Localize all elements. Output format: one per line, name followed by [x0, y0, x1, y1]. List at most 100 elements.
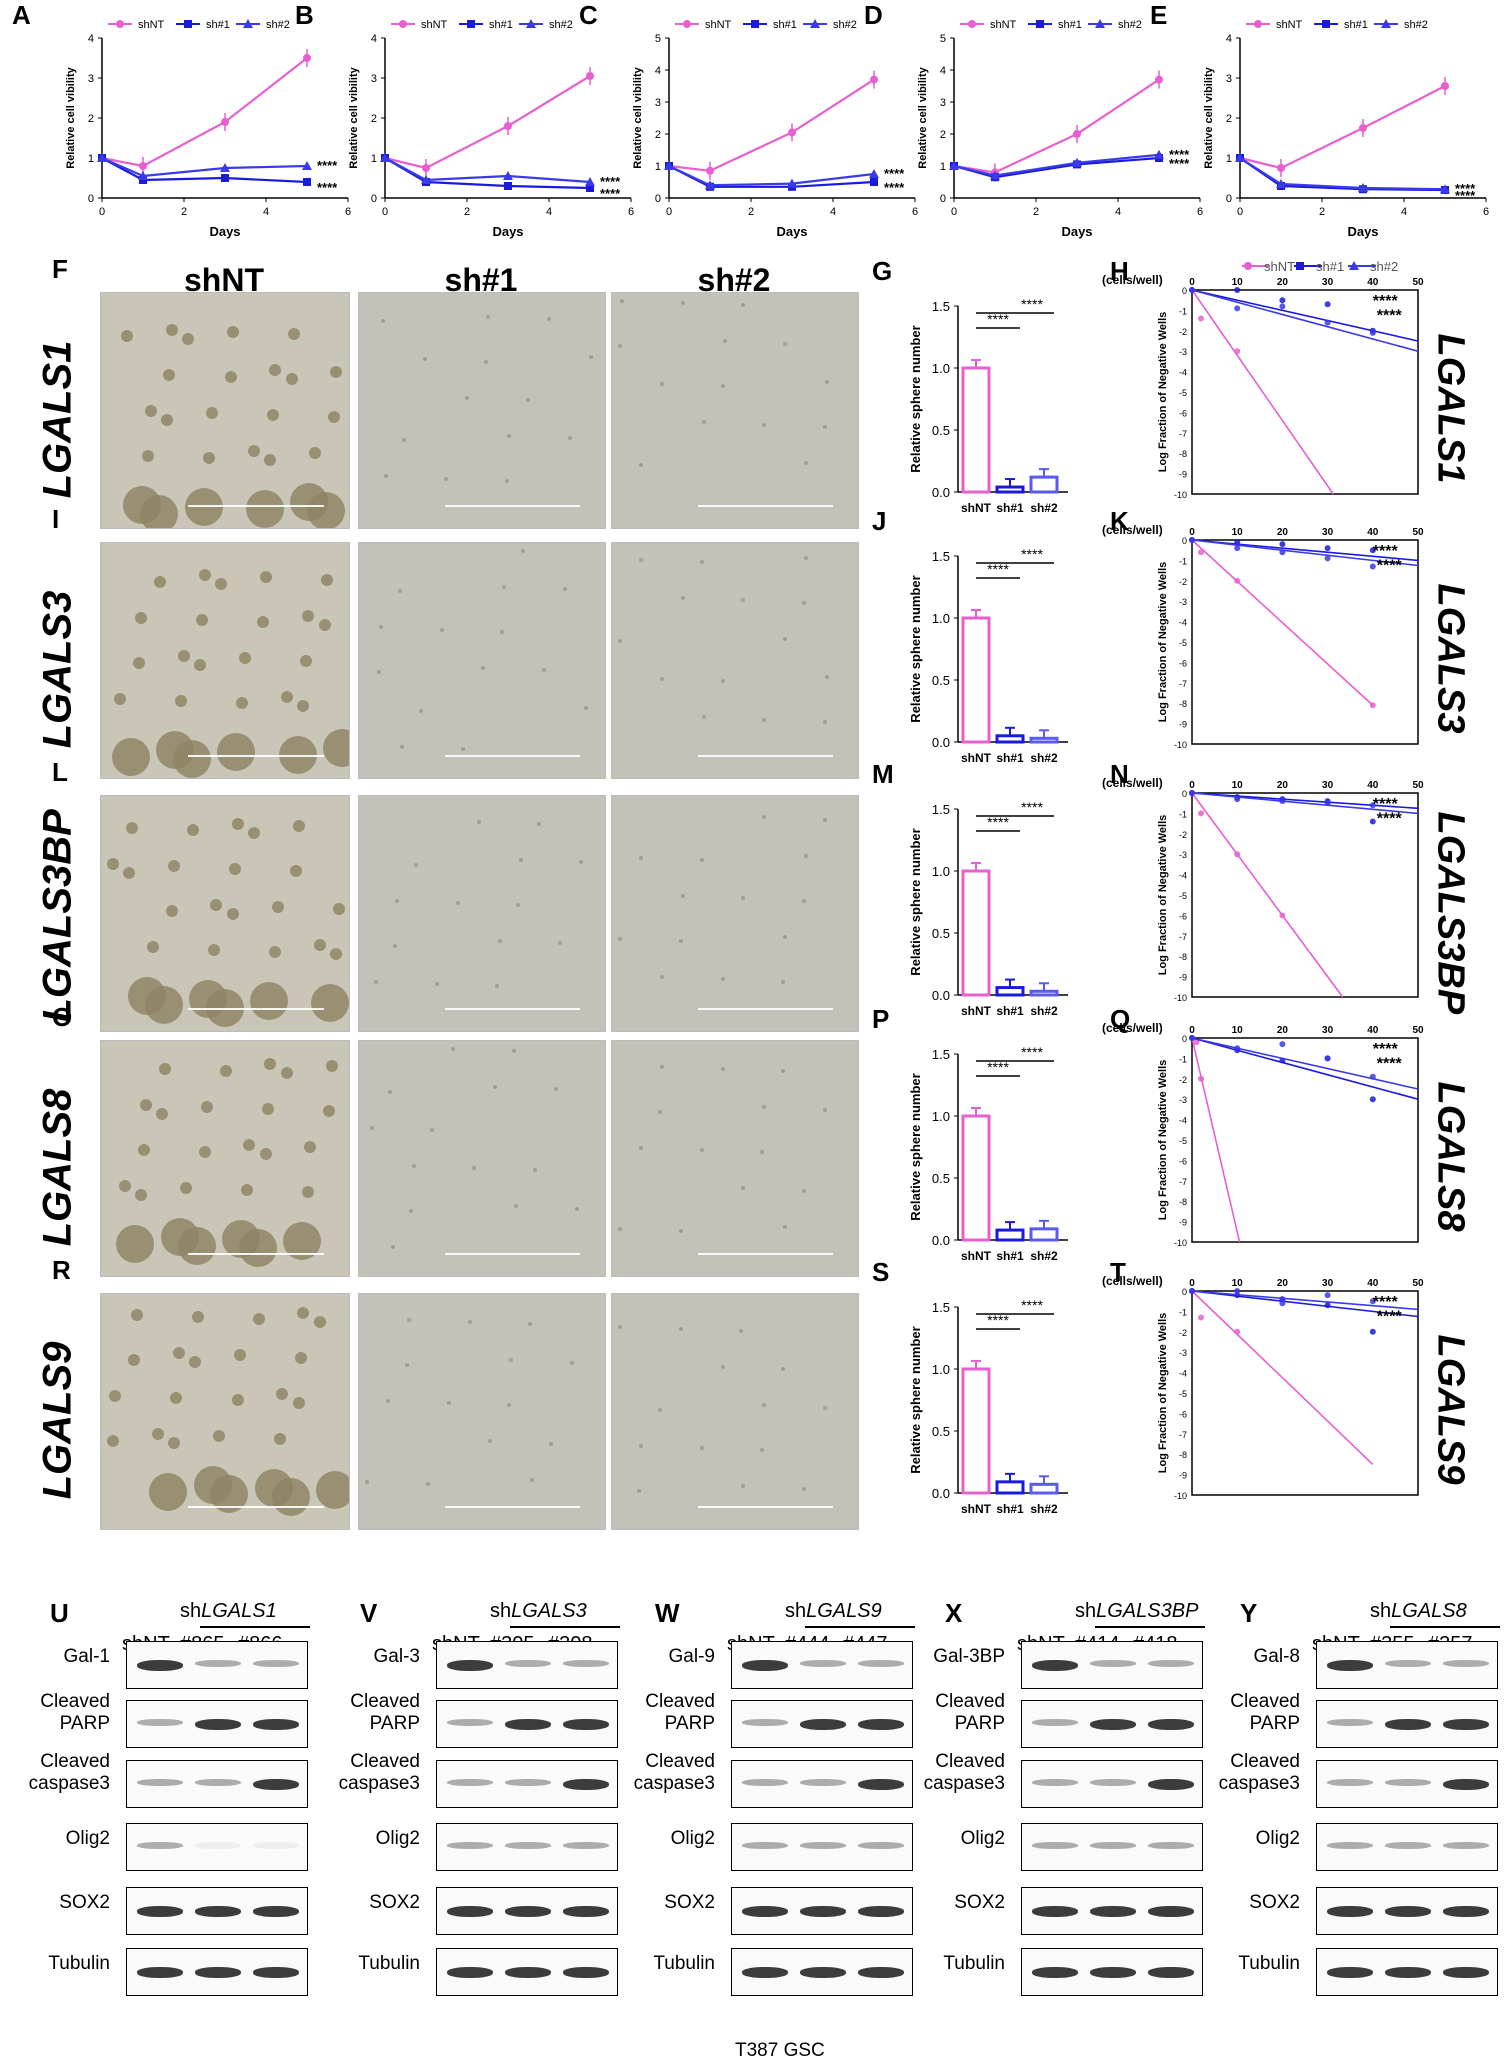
- blot-row-label: SOX2: [369, 1892, 420, 1913]
- sphere-blob: [411, 1163, 416, 1168]
- bar-sh2: [1029, 1482, 1059, 1495]
- blot-row-label: Gal-3: [373, 1646, 420, 1667]
- x-tick-label: 30: [1322, 780, 1334, 791]
- legend-label: shNT: [990, 19, 1017, 31]
- lda-point-sh2: [1279, 549, 1286, 556]
- x-axis-title: Days: [1347, 224, 1378, 239]
- plot-frame: [1191, 539, 1419, 745]
- y-tick-label: 5: [940, 33, 946, 45]
- blot-row-label: Gal-1: [63, 1646, 110, 1667]
- bar-sh1: [995, 734, 1025, 744]
- band: [1443, 1719, 1489, 1730]
- sphere-blob: [495, 984, 500, 989]
- sphere-blob: [198, 1145, 211, 1158]
- micrograph-LGALS9-sh2: [611, 1293, 859, 1530]
- y-tick-label: -5: [1179, 638, 1187, 648]
- band: [1327, 1906, 1373, 1917]
- sphere-blob: [781, 1367, 786, 1372]
- y-tick-label: 0.5: [932, 423, 950, 438]
- band: [447, 1719, 493, 1726]
- series-line-sh2: [668, 165, 875, 187]
- lda-point-sh2: [1324, 555, 1331, 562]
- fit-line-sh2: [1191, 792, 1419, 815]
- lda-point-shNT: [1198, 1314, 1205, 1321]
- sphere-blob: [720, 977, 725, 982]
- sphere-blob: [701, 715, 706, 720]
- lda-point-sh2: [1369, 1298, 1376, 1305]
- y-tick-label: -7: [1179, 429, 1187, 439]
- legend-label: sh#2: [1118, 19, 1142, 31]
- fit-line-shNT: [1191, 792, 1344, 998]
- point-sh2: [664, 161, 674, 170]
- sphere-blob: [378, 625, 383, 630]
- sphere-blob: [532, 1168, 537, 1173]
- x-tick-label: sh#1: [996, 751, 1024, 765]
- cell-line-footer: T387 GSC: [735, 2040, 825, 2061]
- significance-label: ****: [317, 180, 338, 195]
- x-tick-label: 50: [1412, 1025, 1424, 1036]
- sphere-blob: [783, 934, 788, 939]
- lda-point-shNT: [1234, 1328, 1241, 1335]
- sphere-blob: [406, 1317, 411, 1322]
- sphere-blob: [135, 611, 148, 624]
- sphere-blob: [504, 478, 509, 483]
- sphere-blob: [521, 549, 526, 553]
- fit-line-sh2: [1191, 1037, 1419, 1090]
- band: [195, 1660, 241, 1667]
- plot-frame: [1191, 1290, 1419, 1496]
- x-tick-label: 10: [1232, 527, 1244, 538]
- y-tick-label: -4: [1179, 871, 1187, 881]
- fit-line-sh1: [1191, 792, 1419, 810]
- lda-point-sh2: [1189, 537, 1195, 543]
- sphere-blob: [121, 330, 134, 343]
- sphere-blob: [460, 746, 465, 751]
- band: [1327, 1719, 1373, 1726]
- point-sh2: [1358, 183, 1368, 192]
- lda-chart-K: (cells/well) 0 10 20 30 40 50 0 -1 -2 -3 -4 -5 -6 -7 -8…: [1102, 523, 1424, 750]
- sphere-blob: [620, 299, 625, 303]
- legend-label: sh#1: [1344, 19, 1368, 31]
- micrograph-LGALS8-sh2: [611, 1040, 859, 1277]
- sphere-blob: [659, 975, 664, 980]
- series-line-sh2: [101, 156, 308, 178]
- band: [858, 1906, 904, 1917]
- y-tick-label: -8: [1179, 1197, 1187, 1207]
- lane-group-line: [805, 1626, 915, 1628]
- y-tick-label: 0: [1182, 789, 1187, 799]
- y-tick-label: -9: [1179, 1218, 1187, 1228]
- sphere-blob: [392, 943, 397, 948]
- point-sh1: [1296, 262, 1304, 270]
- y-tick-label: -2: [1179, 577, 1187, 587]
- sphere-blob: [680, 894, 685, 899]
- band: [742, 1967, 788, 1978]
- sphere-blob: [741, 1484, 746, 1489]
- blot-row-label: Gal-3BP: [933, 1646, 1005, 1667]
- sphere-blob: [783, 341, 788, 346]
- panel-letter-S: S: [872, 1257, 890, 1287]
- sphere-blob: [413, 862, 418, 867]
- sphere-blob: [250, 981, 289, 1020]
- y-axis-title: Relative cell vibility: [917, 66, 929, 168]
- band: [137, 1967, 183, 1978]
- x-tick-label: shNT: [961, 751, 992, 765]
- band: [1032, 1967, 1078, 1978]
- y-tick-label: 0: [1182, 1034, 1187, 1044]
- knockdown-header-LGALS9: shLGALS9: [785, 1600, 882, 1623]
- sphere-blob: [248, 445, 261, 458]
- micrograph-LGALS3BP-sh2: [611, 795, 859, 1032]
- y-axis-title: Relative cell vibility: [348, 66, 360, 168]
- sphere-blob: [107, 858, 119, 871]
- band: [858, 1719, 904, 1730]
- point-sh1: [1322, 20, 1330, 28]
- sphere-blob: [215, 578, 228, 591]
- lda-chart-T: (cells/well) 0 10 20 30 40 50 0 -1 -2 -3 -4 -5 -6 -7 -8…: [1102, 1274, 1424, 1501]
- significance-label: ****: [987, 1059, 1009, 1075]
- band: [563, 1967, 609, 1978]
- panel-letter-N: N: [1110, 759, 1129, 789]
- point-sh2: [1235, 153, 1245, 162]
- band: [742, 1842, 788, 1849]
- lda-point-shNT: [1198, 1075, 1205, 1082]
- y-axis-title: Log Fraction of Negative Wells: [1157, 312, 1169, 473]
- sphere-blob: [128, 1353, 141, 1366]
- sphere-blob: [278, 735, 317, 774]
